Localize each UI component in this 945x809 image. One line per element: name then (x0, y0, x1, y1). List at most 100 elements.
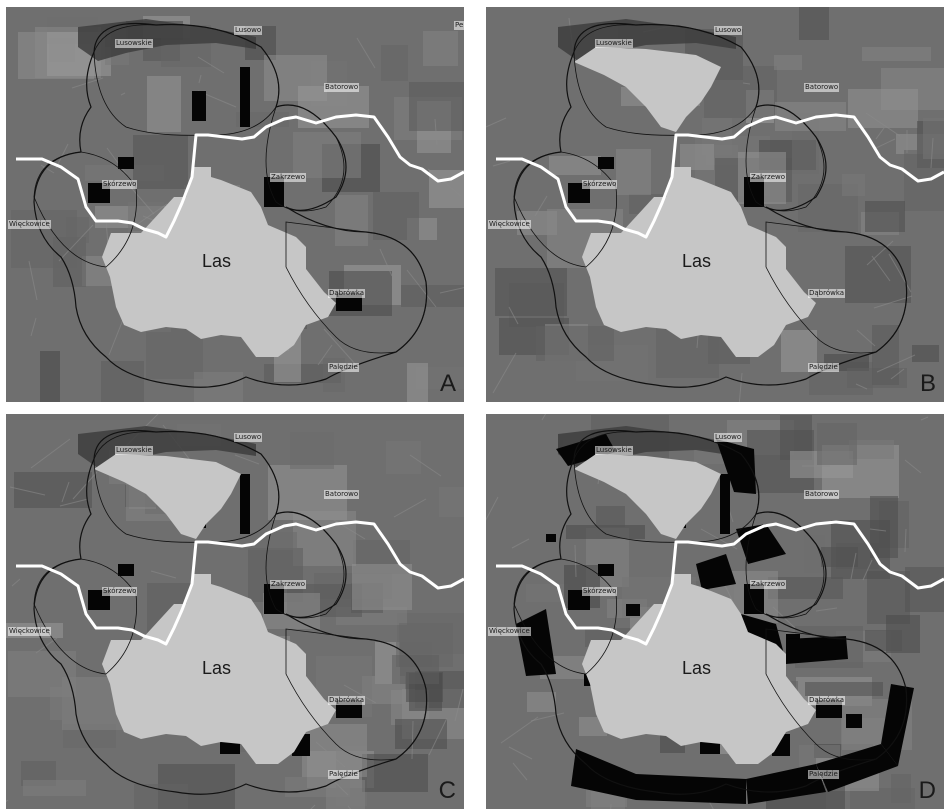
dark-buffer-band (696, 554, 736, 590)
forest-area (102, 167, 336, 357)
forest-area (102, 574, 336, 764)
field-boundary-line (71, 77, 104, 89)
field-patch (865, 201, 905, 232)
field-patch (774, 55, 802, 70)
field-patch (848, 89, 918, 128)
map-svg-c (6, 414, 464, 809)
dark-patch (240, 67, 250, 127)
map-svg-d (486, 414, 944, 809)
dark-patch (240, 474, 250, 534)
field-patch (616, 149, 651, 195)
field-boundary-line (343, 684, 377, 704)
field-patch (527, 692, 556, 712)
forest-north-area (574, 47, 721, 132)
field-patch (549, 156, 601, 175)
field-boundary-line (738, 372, 743, 402)
field-patch (407, 363, 428, 402)
town-label-batorowo: Batorowo (804, 83, 840, 92)
buffer-sub-outline (513, 151, 617, 268)
field-patch (133, 135, 188, 189)
field-patch (66, 217, 89, 243)
dark-buffer-band (636, 774, 746, 804)
town-label-wieckowice: Więckowice (8, 220, 51, 229)
panel-label: B (919, 370, 936, 397)
town-label-batorowo: Batorowo (324, 83, 360, 92)
field-boundary-line (454, 688, 464, 722)
town-label-zakrzewo: Zakrzewo (270, 173, 307, 182)
field-patch (395, 719, 447, 749)
field-patch (293, 511, 356, 566)
field-boundary-line (862, 559, 873, 581)
map-svg-b (486, 7, 944, 402)
boundary-line (16, 113, 464, 239)
field-boundary-line (356, 37, 376, 69)
field-boundary-line (486, 117, 507, 128)
map-panel-b: Lusowo Lusowskie Batorowo Zakrzewo Skórz… (486, 7, 944, 402)
town-label-paledzie: Palędzie (328, 363, 359, 372)
field-boundary-line (815, 607, 838, 612)
lake-label-lusowskie: Lusowskie (595, 39, 633, 48)
dark-patch (598, 157, 614, 169)
buffer-sub-outline (265, 104, 345, 212)
field-patch (373, 192, 419, 240)
field-patch (870, 496, 898, 558)
field-patch (596, 506, 625, 527)
dark-patch (546, 534, 556, 542)
field-boundary-line (393, 498, 427, 518)
town-label-edge: Pe (454, 21, 464, 30)
town-label-dabrowka: Dąbrówka (328, 696, 366, 705)
field-boundary-line (9, 486, 46, 496)
field-patch (842, 174, 865, 196)
dark-patch (846, 714, 862, 728)
dark-patch (720, 474, 730, 534)
field-boundary-line (534, 195, 548, 217)
buffer-sub-outline (33, 558, 137, 675)
field-boundary-line (530, 712, 565, 722)
field-boundary-line (234, 454, 260, 465)
dark-buffer-band (736, 524, 786, 564)
field-patch (101, 361, 144, 402)
field-patch (8, 651, 76, 697)
forest-label: Las (682, 251, 712, 271)
field-boundary-line (30, 317, 37, 337)
buffer-sub-outline (513, 558, 617, 675)
town-label-dabrowka: Dąbrówka (328, 289, 366, 298)
dark-patch (626, 604, 640, 616)
town-label-dabrowka: Dąbrówka (808, 696, 846, 705)
field-boundary-line (512, 762, 528, 781)
buffer-sub-outline (33, 151, 137, 268)
field-patch (23, 780, 86, 796)
field-patch (326, 780, 365, 809)
field-boundary-line (511, 538, 530, 549)
town-label-batorowo: Batorowo (804, 490, 840, 499)
field-boundary-line (850, 552, 857, 580)
field-patch (134, 784, 188, 809)
field-boundary-line (428, 717, 448, 756)
forest-label: Las (202, 251, 232, 271)
field-boundary-line (323, 328, 357, 366)
field-boundary-line (875, 127, 885, 140)
panel-label: D (918, 777, 936, 804)
dark-buffer-band (786, 636, 848, 664)
field-patch (401, 285, 464, 307)
field-boundary-line (40, 164, 55, 174)
field-boundary-line (135, 203, 168, 226)
town-label-paledzie: Palędzie (808, 363, 839, 372)
map-panel-a: Lusowo Lusowskie Batorowo Zakrzewo Skórz… (6, 7, 464, 402)
field-patch (409, 82, 464, 131)
field-boundary-line (492, 352, 517, 394)
lake-shape (78, 19, 256, 61)
field-boundary-line (379, 248, 393, 277)
panel-label: A (439, 370, 456, 397)
field-boundary-line (317, 344, 333, 366)
field-patch (495, 268, 567, 316)
field-patch (335, 195, 368, 246)
dark-patch (598, 564, 614, 576)
field-patch (768, 577, 843, 599)
field-boundary-line (328, 516, 366, 540)
field-boundary-line (855, 383, 868, 390)
town-label-wieckowice: Więckowice (8, 627, 51, 636)
field-boundary-line (120, 92, 126, 96)
field-boundary-line (873, 295, 913, 309)
field-patch (352, 564, 412, 610)
